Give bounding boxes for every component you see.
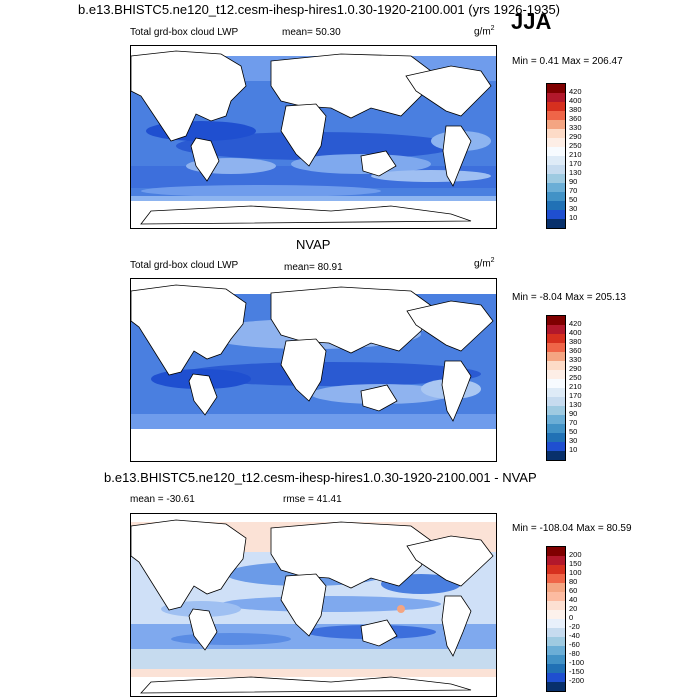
panel2-map [130, 278, 497, 462]
colorbar-tick-label: 70 [569, 186, 578, 195]
colorbar-tick-label: 210 [569, 382, 582, 391]
panel1-map [130, 45, 497, 229]
colorbar-tick-label: -150 [569, 667, 585, 676]
colorbar-tick-label: 60 [569, 586, 578, 595]
panel2-left-label: Total grd-box cloud LWP [130, 260, 239, 271]
colorbar-tick-label: -40 [569, 631, 580, 640]
colorbar-tick-label: 70 [569, 418, 578, 427]
colorbar-tick-label: -20 [569, 622, 580, 631]
panel2-mean: mean= 80.91 [284, 262, 343, 273]
colorbar-tick-label: 420 [569, 319, 582, 328]
colorbar-tick-label: 90 [569, 177, 578, 186]
colorbar-tick-label: 10 [569, 213, 578, 222]
colorbar-tick-label: 170 [569, 391, 582, 400]
panel1-colorbar-labels: 420 400 380 360 330 290 250 210 170 130 … [569, 83, 599, 227]
colorbar-tick-label: 170 [569, 159, 582, 168]
colorbar-tick-label: 80 [569, 577, 578, 586]
colorbar-tick-label: -200 [569, 676, 585, 685]
panel2-colorbar-labels: 420 400 380 360 330 290 250 210 170 130 … [569, 315, 599, 459]
panel1-units: g/m2 [474, 25, 495, 38]
colorbar-tick-label: 380 [569, 337, 582, 346]
colorbar-tick-label: 40 [569, 595, 578, 604]
colorbar-tick-label: 0 [569, 613, 574, 622]
colorbar-tick-label: 290 [569, 364, 582, 373]
colorbar-tick-label: 130 [569, 400, 582, 409]
panel1-minmax: Min = 0.41 Max = 206.47 [512, 56, 623, 67]
panel2-units: g/m2 [474, 257, 495, 270]
panel3-minmax: Min = -108.04 Max = 80.59 [512, 523, 632, 534]
colorbar-tick-label: 150 [569, 559, 582, 568]
colorbar-tick-label: 250 [569, 373, 582, 382]
panel2-colorbar [546, 315, 566, 461]
season-label: JJA [511, 9, 552, 34]
colorbar-tick-label: 360 [569, 346, 582, 355]
colorbar-tick-label: 90 [569, 409, 578, 418]
panel3-rmse: rmse = 41.41 [283, 494, 342, 505]
colorbar-tick-label: 30 [569, 204, 578, 213]
panel1-colorbar [546, 83, 566, 229]
colorbar-tick-label: -100 [569, 658, 585, 667]
panel3-title: b.e13.BHISTC5.ne120_t12.cesm-ihesp-hires… [104, 470, 537, 485]
colorbar-tick-label: 380 [569, 105, 582, 114]
plot-title: b.e13.BHISTC5.ne120_t12.cesm-ihesp-hires… [78, 2, 561, 17]
panel3-colorbar-labels: 200 150 100 80 60 40 20 0 -20 -40 -60 -8… [569, 546, 599, 690]
panel2-minmax: Min = -8.04 Max = 205.13 [512, 292, 626, 303]
colorbar-tick-label: 10 [569, 445, 578, 454]
colorbar-tick-label: 100 [569, 568, 582, 577]
colorbar-tick-label: 200 [569, 550, 582, 559]
panel2-title: NVAP [296, 237, 331, 252]
colorbar-tick-label: 360 [569, 114, 582, 123]
colorbar-tick-label: 400 [569, 328, 582, 337]
colorbar-tick-label: 50 [569, 195, 578, 204]
panel3-colorbar [546, 546, 566, 692]
panel1-mean: mean= 50.30 [282, 27, 341, 38]
panel3-mean: mean = -30.61 [130, 494, 195, 505]
colorbar-tick-label: 330 [569, 123, 582, 132]
colorbar-tick-label: 330 [569, 355, 582, 364]
colorbar-tick-label: -80 [569, 649, 580, 658]
colorbar-tick-label: 250 [569, 141, 582, 150]
panel1-left-label: Total grd-box cloud LWP [130, 27, 239, 38]
colorbar-tick-label: 400 [569, 96, 582, 105]
colorbar-tick-label: -60 [569, 640, 580, 649]
colorbar-tick-label: 50 [569, 427, 578, 436]
colorbar-tick-label: 210 [569, 150, 582, 159]
colorbar-tick-label: 420 [569, 87, 582, 96]
panel3-map [130, 513, 497, 697]
colorbar-tick-label: 30 [569, 436, 578, 445]
colorbar-tick-label: 130 [569, 168, 582, 177]
colorbar-tick-label: 20 [569, 604, 578, 613]
colorbar-tick-label: 290 [569, 132, 582, 141]
